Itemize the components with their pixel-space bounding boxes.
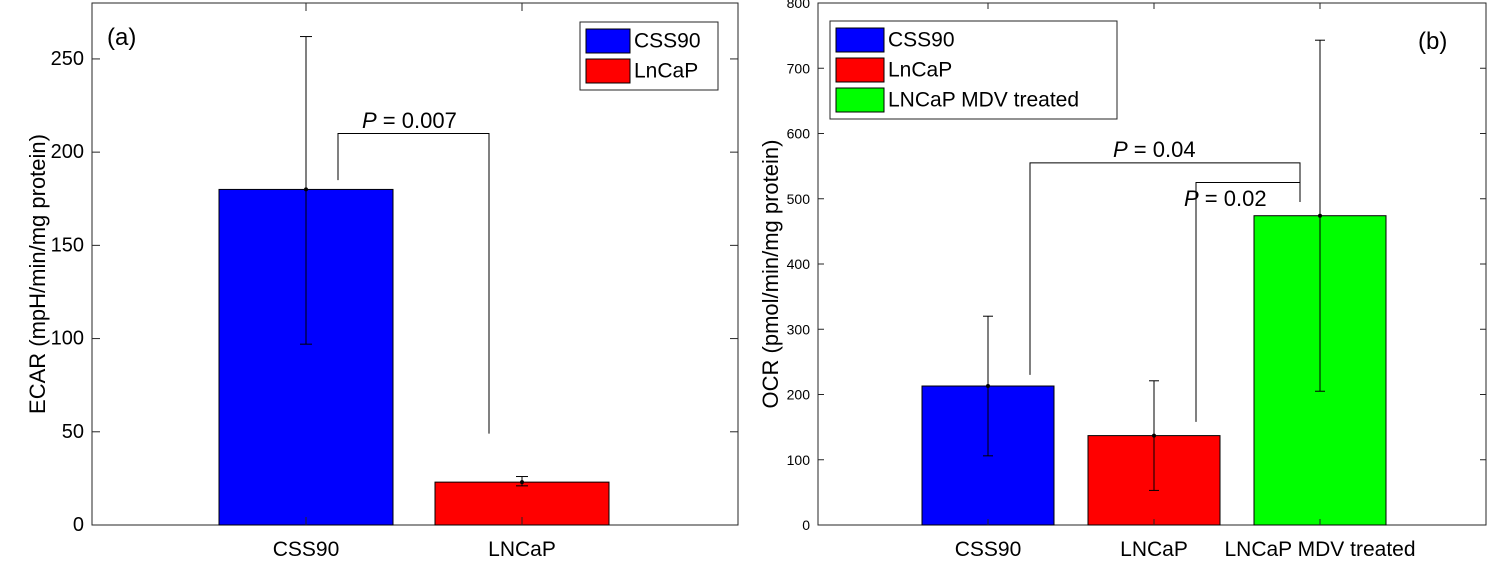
y-tick-label: 100 (51, 328, 84, 350)
mean-marker (520, 480, 524, 485)
x-category-label: CSS90 (955, 538, 1022, 561)
mean-marker (304, 187, 308, 192)
y-tick-label: 500 (787, 191, 811, 207)
significance-bracket (1195, 181, 1301, 422)
y-tick-label: 300 (787, 321, 811, 337)
y-tick-label: 200 (787, 387, 811, 403)
legend-swatch (835, 27, 885, 53)
mean-marker (1318, 213, 1322, 218)
p-value-text: = 0.007 (377, 108, 457, 133)
p-value-text: = 0.02 (1199, 186, 1267, 211)
p-symbol: P (1113, 137, 1128, 162)
axes-box (91, 2, 739, 526)
legend-swatch (835, 57, 885, 83)
legend-entry: LNCaP MDV treated (888, 89, 1079, 112)
significance-bracket (1029, 162, 1301, 375)
y-tick-label: 0 (802, 517, 810, 533)
p-value-annotation: P = 0.02 (1184, 186, 1267, 211)
y-axis-label: ECAR (mpH/min/mg protein) (25, 134, 50, 414)
p-value-annotation: P = 0.007 (362, 108, 457, 133)
y-tick-label: 150 (51, 234, 84, 256)
x-category-label: CSS90 (273, 538, 340, 561)
y-axis-label: OCR (pmol/min/mg protein) (758, 140, 783, 409)
legend-entry: LnCaP (634, 60, 698, 83)
legend-swatch (835, 87, 885, 113)
x-category-label: LNCaP MDV treated (1224, 538, 1415, 561)
y-tick-label: 200 (51, 141, 84, 163)
y-tick-label: 50 (62, 421, 84, 443)
y-tick-label: 250 (51, 48, 84, 70)
panel-b-ocr-chart: 0 100 200 300 400 500 600 700 800 CSS90 LNCaP LNCaP… (758, 0, 1487, 561)
y-tick-label: 100 (787, 452, 811, 468)
x-category-label: LNCaP (488, 538, 556, 561)
legend-swatch (585, 58, 631, 84)
y-tick-label: 800 (787, 0, 811, 11)
p-symbol: P (362, 108, 377, 133)
significance-bracket (337, 133, 490, 434)
y-tick-label: 600 (787, 126, 811, 142)
legend-entry: LnCaP (888, 59, 952, 82)
p-value-text: = 0.04 (1128, 137, 1196, 162)
y-tick-label: 700 (787, 60, 811, 76)
legend-entry: CSS90 (634, 30, 701, 53)
y-tick-label: 0 (73, 514, 84, 536)
panel-label: (b) (1418, 28, 1447, 55)
x-category-label: LNCaP (1120, 538, 1188, 561)
p-value-annotation: P = 0.04 (1113, 137, 1196, 162)
mean-marker (1152, 433, 1156, 438)
mean-marker (986, 384, 990, 389)
panel-a-ecar-chart: 0 50 100 150 200 250 CSS90 LNCaP ECAR (mpH/min/m… (25, 2, 739, 561)
legend-swatch (585, 28, 631, 54)
panel-label: (a) (107, 24, 136, 51)
legend-entry: CSS90 (888, 29, 955, 52)
p-symbol: P (1184, 186, 1199, 211)
y-tick-label: 400 (787, 256, 811, 272)
